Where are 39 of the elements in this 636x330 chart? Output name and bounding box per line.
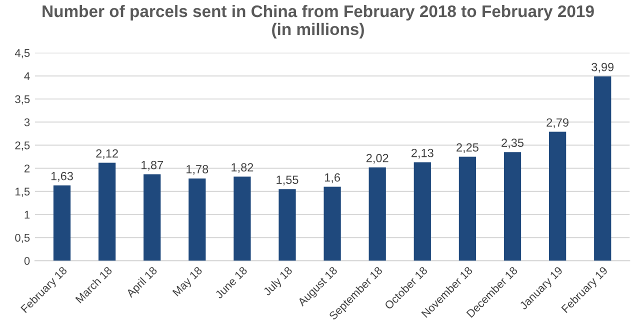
bar: [53, 185, 71, 261]
data-label: 1,87: [142, 160, 164, 171]
y-tick-label: 1: [24, 210, 30, 219]
data-label: 2,79: [546, 118, 568, 128]
bar: [234, 176, 251, 261]
y-tick-label: 0: [24, 256, 30, 265]
y-tick-label: 4: [24, 72, 30, 80]
data-label: 2,13: [412, 148, 434, 159]
data-label: 1,55: [276, 176, 298, 186]
bar: [98, 162, 116, 261]
bar: [594, 76, 612, 261]
bar: [368, 167, 386, 261]
chart-title: Number of parcels sent in China from February 2018 to February 2019 (in millions): [42, 4, 594, 38]
data-label: 1,6: [325, 173, 340, 184]
data-label: 1,63: [51, 172, 73, 182]
y-tick-label: 2,5: [15, 141, 30, 151]
data-label: 2,25: [456, 143, 478, 154]
bar: [549, 132, 566, 261]
bar: [458, 156, 476, 261]
bar: [188, 178, 206, 261]
data-label: 1,82: [232, 163, 254, 173]
data-label: 2,02: [366, 154, 388, 164]
bar: [504, 152, 522, 261]
y-tick-label: 4,5: [14, 49, 30, 58]
data-label: 3,99: [592, 62, 614, 73]
bar: [278, 189, 296, 261]
y-tick-label: 1,5: [16, 188, 30, 197]
data-label: 2,35: [502, 138, 524, 148]
y-tick-label: 2: [24, 164, 30, 172]
y-tick-label: 0,5: [15, 234, 30, 244]
data-label: 2,12: [96, 149, 118, 160]
bar: [324, 186, 341, 261]
x-tick-label: July 18: [262, 266, 294, 298]
x-tick-label: May 18: [172, 266, 204, 298]
bar: [414, 162, 431, 261]
y-tick-label: 3,5: [15, 95, 30, 104]
bar: [144, 174, 161, 261]
data-label: 1,78: [186, 164, 208, 175]
y-tick-label: 3: [24, 118, 30, 126]
